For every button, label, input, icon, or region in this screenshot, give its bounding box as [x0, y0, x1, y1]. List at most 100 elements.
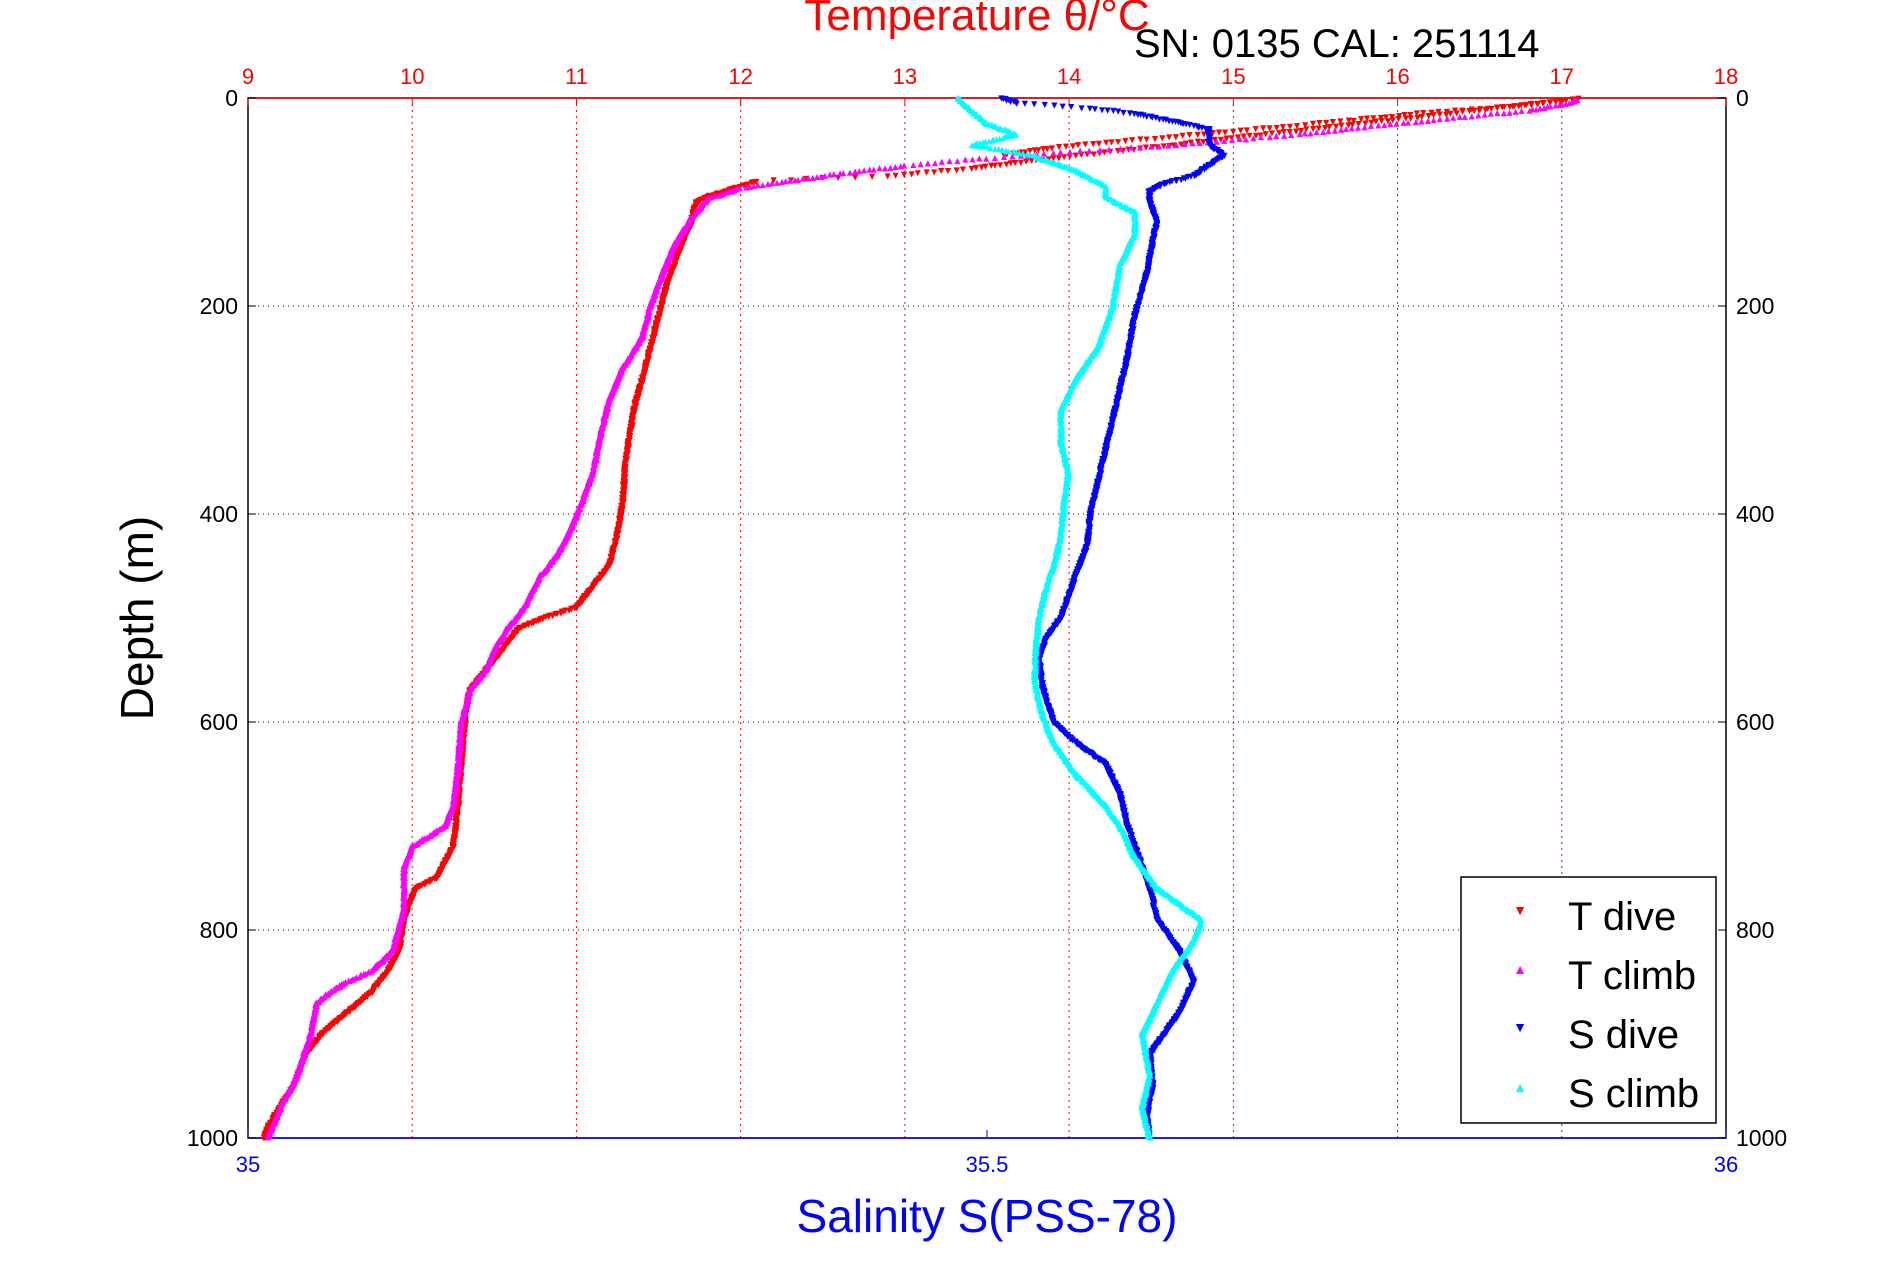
data-point	[1322, 125, 1329, 132]
data-point	[1418, 118, 1425, 125]
data-point	[1086, 147, 1093, 154]
x-top-tick-label: 9	[242, 64, 254, 89]
data-point	[1223, 135, 1230, 142]
x-top-tick-label: 11	[565, 64, 588, 89]
data-point	[1444, 115, 1451, 122]
data-point	[944, 167, 952, 175]
data-point	[1147, 143, 1155, 150]
data-point	[1023, 158, 1030, 165]
data-point	[1262, 131, 1269, 138]
data-point	[1286, 123, 1294, 130]
data-point	[1436, 111, 1443, 118]
x-top-tick-label: 12	[728, 64, 752, 89]
data-point	[1069, 143, 1076, 150]
data-point	[1108, 139, 1115, 146]
data-point	[1400, 119, 1407, 126]
data-point	[1401, 111, 1408, 119]
data-point	[938, 167, 945, 175]
data-point	[1296, 131, 1303, 138]
x-top-tick-label: 17	[1550, 64, 1574, 89]
data-point	[1286, 129, 1293, 136]
data-point	[924, 160, 931, 167]
data-point	[1500, 110, 1507, 117]
data-point	[931, 169, 938, 176]
data-point	[805, 175, 812, 182]
data-point	[1320, 128, 1327, 135]
data-point	[830, 171, 838, 178]
data-point	[1035, 147, 1042, 154]
data-point	[1166, 134, 1173, 141]
data-point	[1370, 115, 1377, 122]
data-point	[1160, 143, 1167, 150]
data-point	[818, 173, 825, 180]
data-point	[1523, 101, 1530, 108]
data-point	[1000, 153, 1008, 160]
data-point	[1143, 136, 1150, 143]
data-point	[1443, 111, 1450, 118]
data-point	[1309, 120, 1317, 127]
data-point	[1447, 110, 1454, 117]
data-point	[1384, 118, 1392, 125]
data-point	[1349, 121, 1356, 128]
data-point	[914, 170, 921, 177]
data-point	[1252, 126, 1259, 133]
data-point	[1345, 117, 1352, 124]
data-point	[910, 161, 917, 169]
data-point	[1378, 118, 1385, 125]
data-point	[1396, 112, 1403, 120]
data-point	[1468, 113, 1475, 120]
data-point	[1420, 110, 1427, 117]
data-point	[750, 183, 757, 190]
data-point	[1279, 124, 1287, 131]
data-point	[1325, 128, 1332, 135]
data-point	[953, 167, 960, 174]
data-point	[1414, 114, 1421, 122]
data-point	[923, 169, 930, 176]
data-point	[959, 166, 966, 173]
y-tick-label-right: 400	[1736, 501, 1774, 527]
data-point	[1407, 111, 1414, 119]
data-point	[1048, 145, 1056, 152]
data-point	[1355, 120, 1362, 128]
data-point	[1481, 111, 1488, 118]
data-point	[1293, 128, 1300, 135]
data-point	[1547, 99, 1554, 106]
data-point	[1031, 147, 1038, 154]
data-point	[1221, 137, 1228, 144]
data-point	[972, 164, 980, 172]
data-point	[1062, 143, 1070, 150]
data-point	[837, 170, 844, 177]
data-point	[1009, 153, 1016, 160]
data-point	[1557, 98, 1564, 105]
data-point	[778, 178, 786, 186]
data-point	[764, 180, 772, 187]
data-point	[1552, 102, 1559, 109]
data-point	[1377, 115, 1384, 122]
data-point	[1388, 113, 1396, 121]
data-point	[1222, 129, 1229, 136]
data-point	[774, 179, 781, 186]
data-point	[870, 166, 877, 173]
x-bottom-tick-label: 35.5	[966, 1152, 1009, 1177]
data-point	[1044, 146, 1051, 153]
y-tick-label-left: 200	[200, 293, 238, 319]
data-point	[969, 156, 976, 163]
data-point	[1137, 144, 1144, 151]
data-point	[826, 171, 833, 178]
data-point	[1316, 119, 1323, 127]
data-point	[1466, 108, 1473, 115]
data-point	[1017, 159, 1024, 166]
data-point	[1055, 144, 1063, 151]
data-point	[1348, 125, 1355, 132]
data-point	[786, 177, 794, 184]
data-point	[1332, 123, 1340, 130]
data-point	[1436, 115, 1443, 123]
data-point	[1562, 100, 1569, 107]
data-point	[1331, 127, 1338, 134]
data-point	[1303, 126, 1310, 133]
data-point	[1342, 125, 1350, 132]
data-point	[1040, 146, 1047, 153]
data-point	[1151, 136, 1159, 143]
data-point	[1165, 142, 1172, 149]
